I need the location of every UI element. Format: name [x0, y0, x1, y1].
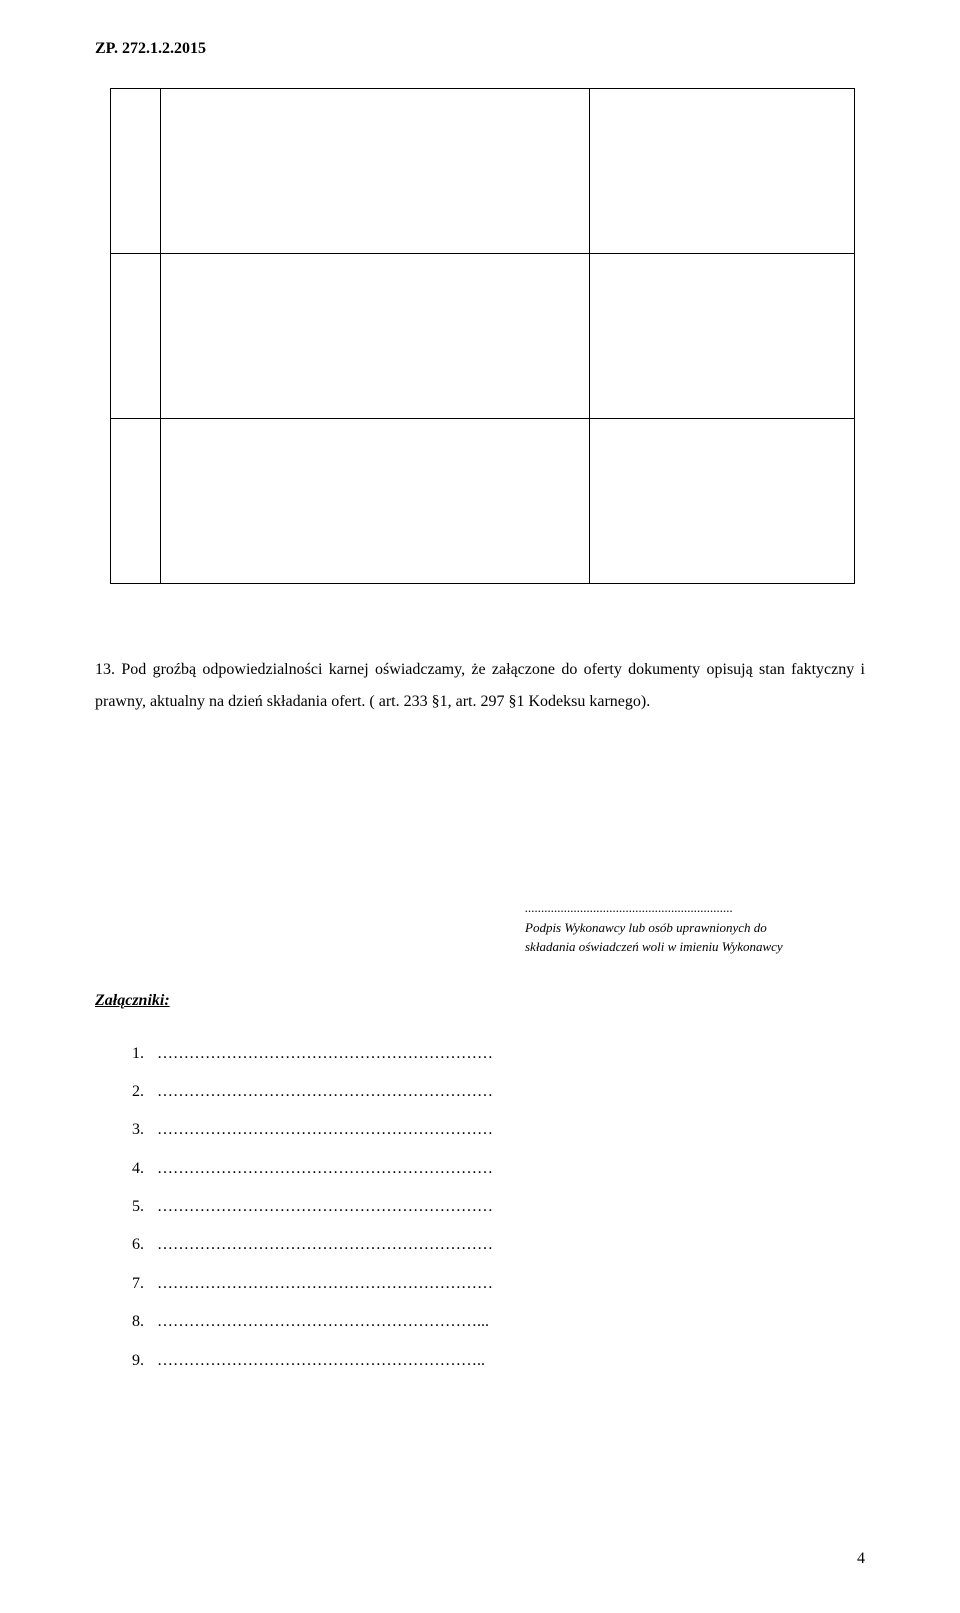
table-cell — [160, 419, 589, 584]
attachments-heading: Załączniki: — [95, 992, 865, 1010]
attachment-item: 3.……………………………………………………… — [132, 1111, 865, 1149]
attachment-item: 5.……………………………………………………… — [132, 1188, 865, 1226]
attachment-number: 4. — [132, 1150, 157, 1188]
empty-form-table — [110, 88, 855, 584]
attachment-item: 9.…………………………………………………….. — [132, 1342, 865, 1380]
attachment-dots: ……………………………………………………… — [157, 1236, 493, 1253]
attachment-number: 3. — [132, 1111, 157, 1149]
attachment-dots: ……………………………………………………… — [157, 1045, 493, 1062]
paragraph-13: 13. Pod groźbą odpowiedzialności karnej … — [95, 654, 865, 718]
attachment-item: 6.……………………………………………………… — [132, 1226, 865, 1264]
attachment-list: 1.……………………………………………………… 2.……………………………………… — [132, 1035, 865, 1381]
attachment-number: 7. — [132, 1265, 157, 1303]
paragraph-text: Pod groźbą odpowiedzialności karnej oświ… — [95, 661, 865, 710]
table-row — [111, 254, 855, 419]
table-cell — [160, 254, 589, 419]
page-number: 4 — [857, 1550, 865, 1568]
table-cell — [111, 89, 161, 254]
attachment-item: 7.……………………………………………………… — [132, 1265, 865, 1303]
paragraph-number: 13. — [95, 661, 115, 678]
attachment-item: 1.……………………………………………………… — [132, 1035, 865, 1073]
attachment-dots: ……………………………………………………… — [157, 1083, 493, 1100]
attachment-number: 9. — [132, 1342, 157, 1380]
attachment-number: 8. — [132, 1303, 157, 1341]
attachment-number: 5. — [132, 1188, 157, 1226]
table-cell — [590, 254, 855, 419]
table-cell — [160, 89, 589, 254]
table-cell — [111, 419, 161, 584]
signature-block: ........................................… — [525, 898, 855, 957]
attachment-dots: ……………………………………………………… — [157, 1160, 493, 1177]
attachment-dots: ……………………………………………………… — [157, 1275, 493, 1292]
document-page: ZP. 272.1.2.2015 13. Pod groźbą odpowied… — [0, 0, 960, 1613]
table-cell — [111, 254, 161, 419]
document-number: ZP. 272.1.2.2015 — [95, 40, 865, 58]
attachment-number: 6. — [132, 1226, 157, 1264]
table-cell — [590, 419, 855, 584]
table-cell — [590, 89, 855, 254]
attachment-dots: ……………………………………………………... — [157, 1313, 489, 1330]
table-row — [111, 419, 855, 584]
signature-dots: ........................................… — [525, 898, 855, 918]
signature-caption-line1: Podpis Wykonawcy lub osób uprawnionych d… — [525, 918, 855, 938]
attachment-item: 8.……………………………………………………... — [132, 1303, 865, 1341]
attachment-number: 2. — [132, 1073, 157, 1111]
attachment-dots: ……………………………………………………… — [157, 1121, 493, 1138]
signature-caption-line2: składania oświadczeń woli w imieniu Wyko… — [525, 937, 855, 957]
attachment-item: 2.……………………………………………………… — [132, 1073, 865, 1111]
attachment-number: 1. — [132, 1035, 157, 1073]
attachment-item: 4.……………………………………………………… — [132, 1150, 865, 1188]
attachment-dots: ……………………………………………………… — [157, 1198, 493, 1215]
attachment-dots: …………………………………………………….. — [157, 1352, 485, 1369]
table-row — [111, 89, 855, 254]
